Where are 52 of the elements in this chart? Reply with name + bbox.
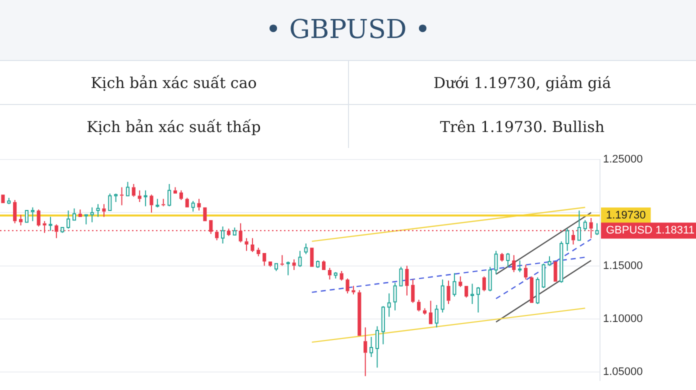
chart-title: • GBPUSD • xyxy=(0,0,696,60)
candlestick xyxy=(500,252,504,262)
candlestick xyxy=(464,286,468,298)
candlestick xyxy=(346,278,350,294)
candlestick xyxy=(328,267,332,280)
candlestick xyxy=(262,253,266,266)
ref-line-label: GBPUSD 1.18311 xyxy=(606,224,694,237)
candlestick xyxy=(19,214,23,226)
candlestick xyxy=(120,186,124,206)
candlestick xyxy=(405,265,409,296)
candlestick xyxy=(458,276,462,288)
candlestick xyxy=(138,190,142,203)
candlestick xyxy=(482,276,486,292)
candlestick xyxy=(78,208,82,217)
candlestick xyxy=(292,258,296,270)
candlestick xyxy=(250,238,254,252)
candlestick xyxy=(358,290,362,336)
candlestick xyxy=(322,260,326,270)
candlestick xyxy=(446,280,450,304)
candlestick xyxy=(524,264,528,280)
candlestick xyxy=(185,197,189,208)
candlestick xyxy=(422,308,427,316)
candlestick xyxy=(417,299,421,312)
candlestick xyxy=(340,270,344,282)
candlestick xyxy=(428,300,432,324)
y-tick-label: 1.10000 xyxy=(603,312,643,325)
candlestick xyxy=(179,190,183,200)
candlestick xyxy=(268,262,272,268)
candlestick xyxy=(364,326,368,377)
candlestick xyxy=(162,198,166,207)
candlestick xyxy=(36,208,40,227)
candlestick xyxy=(173,186,178,194)
candlestick xyxy=(530,276,534,303)
text: Kịch bản xác suất thấp xyxy=(0,104,348,148)
candlestick xyxy=(244,238,248,252)
y-tick-label: 1.25000 xyxy=(603,154,643,166)
ref-line-label: 1.19730 xyxy=(606,210,646,222)
candlestick xyxy=(512,254,516,273)
y-tick-label: 1.15000 xyxy=(603,260,643,272)
candlestick xyxy=(256,247,260,257)
text: Trên 1.19730. Bullish xyxy=(348,104,696,148)
candlestick xyxy=(197,198,201,212)
candlestick xyxy=(352,285,356,295)
candlestick xyxy=(132,184,136,198)
candlestick xyxy=(102,204,106,218)
y-tick-label: 1.05000 xyxy=(603,366,643,378)
text: Kịch bản xác suất cao xyxy=(0,60,348,104)
candlestick xyxy=(13,199,17,224)
candlestick xyxy=(150,194,154,214)
candlestick xyxy=(411,279,415,304)
candlestick xyxy=(280,254,284,266)
text: Dưới 1.19730, giảm giá xyxy=(348,60,696,104)
